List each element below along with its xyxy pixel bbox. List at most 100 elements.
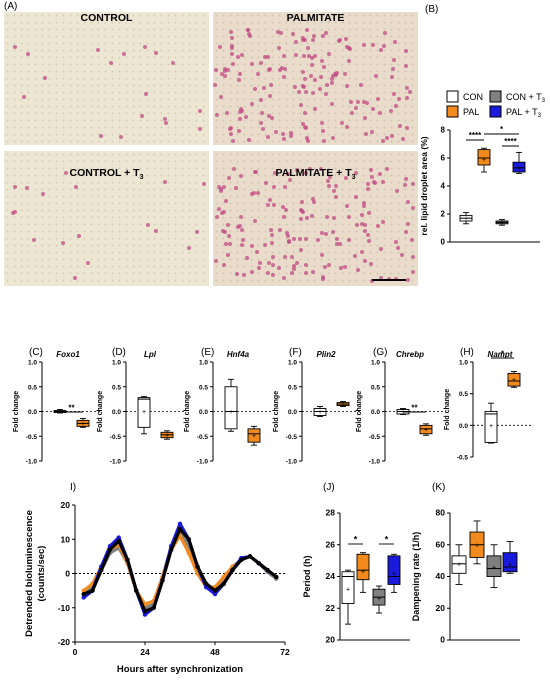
series-point xyxy=(239,557,244,562)
stain-dot xyxy=(293,85,298,90)
stain-dot xyxy=(381,139,386,144)
stain-dot xyxy=(320,59,325,64)
stain-dot xyxy=(291,31,295,36)
stain-dot xyxy=(282,276,287,281)
stain-dot xyxy=(146,223,151,228)
box-mean-marker: + xyxy=(508,561,512,568)
series-point xyxy=(186,550,191,556)
micrograph-control xyxy=(4,12,209,145)
stain-dot xyxy=(246,32,251,37)
scale-bar xyxy=(372,279,406,281)
stain-dot xyxy=(61,241,66,246)
y-tick-label: 1.0 xyxy=(288,360,297,367)
y-tick-label: 0.5 xyxy=(459,391,468,398)
stain-dot xyxy=(278,227,283,232)
stain-dot xyxy=(228,131,233,136)
stain-dot xyxy=(335,71,340,76)
stain-dot xyxy=(252,169,257,174)
stain-dot xyxy=(144,92,149,97)
legend-label-pal-t3: PAL + T3 xyxy=(506,107,542,119)
stain-dot xyxy=(354,106,359,111)
stain-dot xyxy=(11,210,16,215)
series-point xyxy=(107,547,113,552)
stain-dot xyxy=(170,60,175,65)
panel-letter-h: (H) xyxy=(460,347,474,358)
stain-dot xyxy=(318,167,323,172)
stain-dot xyxy=(366,181,371,186)
stain-dot xyxy=(257,266,261,271)
stain-dot xyxy=(95,48,100,53)
box-con: + xyxy=(341,569,355,625)
stain-dot xyxy=(24,186,29,191)
stain-dot xyxy=(269,115,274,120)
stain-dot xyxy=(371,107,376,112)
stain-dot xyxy=(369,261,374,266)
stain-dot xyxy=(261,86,266,91)
stain-dot xyxy=(311,38,316,43)
stain-dot xyxy=(320,277,325,282)
y-tick-label: -1.0 xyxy=(26,459,38,466)
y-tick-label: -1.0 xyxy=(110,459,122,466)
stain-dot xyxy=(222,74,227,79)
stain-dot xyxy=(271,203,276,208)
stain-dot xyxy=(225,253,230,258)
stain-dot xyxy=(324,231,329,236)
stain-dot xyxy=(234,272,239,277)
stain-dot xyxy=(304,171,309,176)
stain-dot xyxy=(214,112,219,117)
box-con_t3: + xyxy=(486,544,502,589)
stain-dot xyxy=(277,45,282,50)
stain-dot xyxy=(257,260,262,265)
box-mean-marker: + xyxy=(318,409,322,416)
stain-dot xyxy=(270,254,275,259)
stain-dot xyxy=(373,180,378,185)
box-con: + xyxy=(313,406,327,417)
y-tick-label: 4 xyxy=(441,182,446,191)
stain-dot xyxy=(359,250,364,255)
legend-swatch-con-t3 xyxy=(489,90,502,103)
stain-dot xyxy=(187,246,192,251)
stain-dot xyxy=(214,214,219,219)
stain-dot xyxy=(283,67,288,72)
stain-dot xyxy=(240,53,245,58)
stain-dot xyxy=(230,51,235,56)
series-point xyxy=(160,578,165,583)
series-point xyxy=(221,574,226,580)
stain-dot xyxy=(311,33,316,38)
series-point xyxy=(256,561,261,566)
stain-dot xyxy=(295,261,300,266)
stain-dot xyxy=(13,44,18,49)
stain-dot xyxy=(330,77,335,82)
stain-dot xyxy=(246,28,251,33)
stain-dot xyxy=(310,270,315,275)
box-mean-marker: + xyxy=(377,596,381,603)
chart-d: 1.0 0.5 0.0 -0.5 -1.0 Fold change Lpl + + xyxy=(97,350,184,466)
box-iqr xyxy=(512,161,526,173)
panel-letter-j: (J) xyxy=(323,482,335,493)
stain-dot xyxy=(309,62,314,67)
stain-dot xyxy=(162,179,167,184)
stain-dot xyxy=(266,135,271,140)
stain-dot xyxy=(242,273,247,278)
stain-dot xyxy=(360,221,365,226)
stain-dot xyxy=(400,136,405,141)
box-pal_t3: + xyxy=(512,151,526,174)
stain-dot xyxy=(411,182,416,187)
stain-dot xyxy=(218,95,223,100)
stain-dot xyxy=(330,136,335,141)
legend-label-con-t3: CON + T3 xyxy=(506,92,546,104)
stain-dot xyxy=(255,250,260,255)
stain-dot xyxy=(407,90,412,95)
panel-letter-c: (C) xyxy=(29,347,43,358)
chart-g: 1.0 0.5 0.0 -0.5 -1.0 Fold change Chrebp + + ** xyxy=(356,350,443,466)
stain-dot xyxy=(405,222,410,227)
stain-dot xyxy=(320,274,325,279)
y-tick-label: 0.0 xyxy=(459,423,468,430)
stain-dot xyxy=(214,258,219,263)
stain-dot xyxy=(323,30,328,35)
box-mean-marker: + xyxy=(457,561,461,568)
significance-label: ** xyxy=(68,404,75,413)
box-con: + xyxy=(137,396,151,435)
stain-dot xyxy=(258,98,263,103)
stain-dot xyxy=(286,234,291,239)
